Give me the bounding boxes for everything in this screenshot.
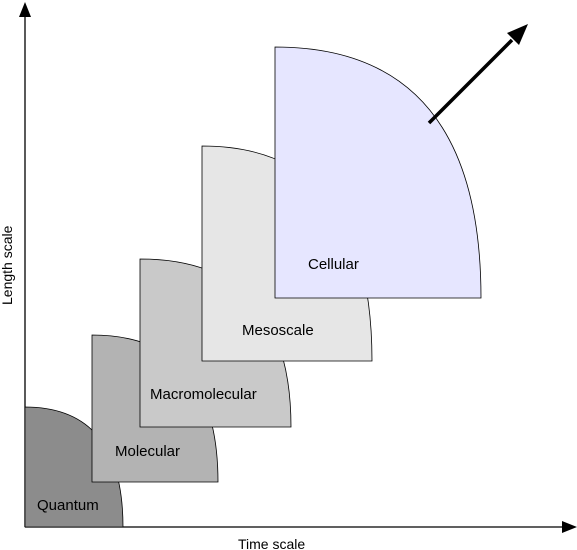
molecular-label: Molecular — [115, 443, 180, 460]
macromolecular-label: Macromolecular — [150, 386, 257, 403]
x-axis-arrowhead — [562, 521, 577, 533]
mesoscale-label: Mesoscale — [242, 322, 314, 339]
quantum-label: Quantum — [37, 497, 99, 514]
increasing-scale-arrow — [427, 24, 528, 125]
y-axis-arrowhead — [19, 2, 31, 17]
x-axis-label: Time scale — [238, 536, 305, 550]
cellular-region — [274, 46, 482, 299]
cellular-label: Cellular — [308, 256, 359, 273]
y-axis-label: Length scale — [0, 225, 15, 305]
